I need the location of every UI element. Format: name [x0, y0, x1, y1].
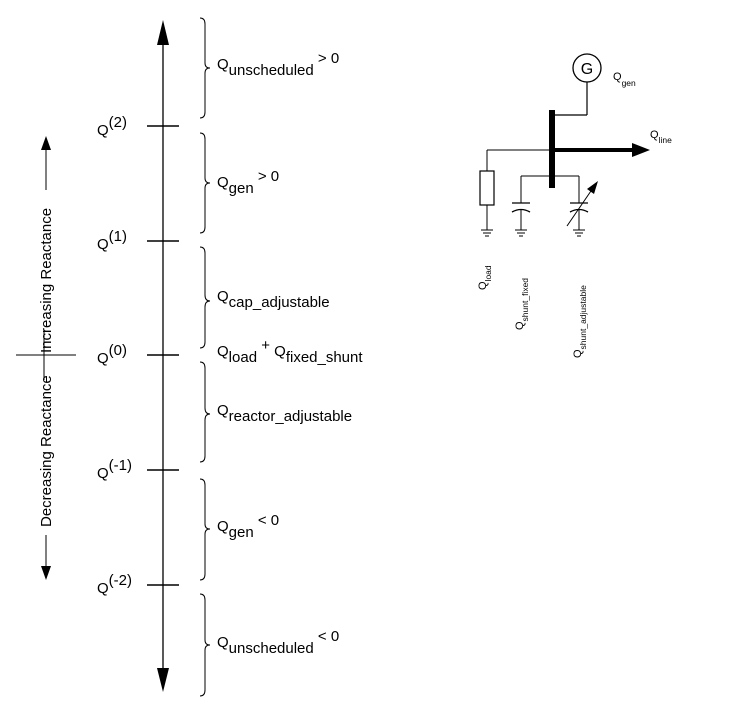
region-label-unscheduled-positive: Qunscheduled > 0 — [217, 50, 339, 79]
decreasing-reactance-label: Decreasing Reactance — [38, 375, 55, 527]
level-label-q-2: Q(-2) — [97, 572, 132, 597]
level-label-q0: Q(0) — [97, 342, 127, 367]
adjustable-arrow-head-icon — [587, 181, 598, 194]
axis-bottom-arrow-icon — [157, 668, 169, 692]
q-axis: Q(2) Q(1) Q(0) Q(-1) Q(-2) — [97, 20, 179, 692]
fixed-shunt-ground-icon — [515, 229, 527, 237]
region-label-gen-positive: Qgen > 0 — [217, 168, 279, 197]
decreasing-arrow-head-icon — [41, 566, 51, 580]
brace-unscheduled-positive — [199, 17, 211, 119]
region-labels: Qunscheduled > 0 Qgen > 0 Qcap_adjustabl… — [217, 50, 363, 657]
adjustable-shunt-ground-icon — [573, 229, 585, 237]
gen-label: Qgen — [613, 71, 636, 88]
reactance-direction-indicator: Increasing Reactance Decreasing Reactanc… — [16, 136, 76, 580]
line-flow-arrow-icon — [632, 143, 650, 157]
brace-unscheduled-negative — [199, 593, 211, 697]
generator-symbol: G — [581, 61, 593, 78]
shunt-fixed-label: Qshunt_fixed — [514, 278, 530, 330]
load-ground-icon — [481, 229, 493, 237]
level-label-q2: Q(2) — [97, 114, 127, 139]
increasing-reactance-label: Increasing Reactance — [38, 208, 55, 353]
shunt-adjustable-label: Qshunt_adjustable — [572, 285, 588, 358]
brace-cap-adjustable — [199, 246, 211, 349]
center-label-load-fixed-shunt: Qload + Qfixed_shunt — [217, 337, 363, 366]
load-resistor-icon — [479, 170, 495, 206]
level-label-q-1: Q(-1) — [97, 457, 132, 482]
bus-circuit: G Qgen Qline — [477, 53, 672, 358]
bus-bar — [549, 110, 555, 188]
region-label-cap-adjustable: Qcap_adjustable — [217, 288, 330, 311]
axis-top-arrow-icon — [157, 20, 169, 45]
increasing-arrow-head-icon — [41, 136, 51, 150]
region-braces — [199, 17, 211, 697]
brace-gen-negative — [199, 478, 211, 581]
adjustable-arrow-shaft — [566, 187, 594, 227]
brace-gen-positive — [199, 132, 211, 234]
load-label: Qload — [477, 265, 493, 290]
region-label-reactor-adjustable: Qreactor_adjustable — [217, 402, 352, 425]
line-label: Qline — [650, 129, 672, 145]
region-label-gen-negative: Qgen < 0 — [217, 512, 279, 541]
region-label-unscheduled-negative: Qunscheduled < 0 — [217, 628, 339, 657]
level-label-q1: Q(1) — [97, 228, 127, 253]
brace-reactor-adjustable — [199, 361, 211, 463]
